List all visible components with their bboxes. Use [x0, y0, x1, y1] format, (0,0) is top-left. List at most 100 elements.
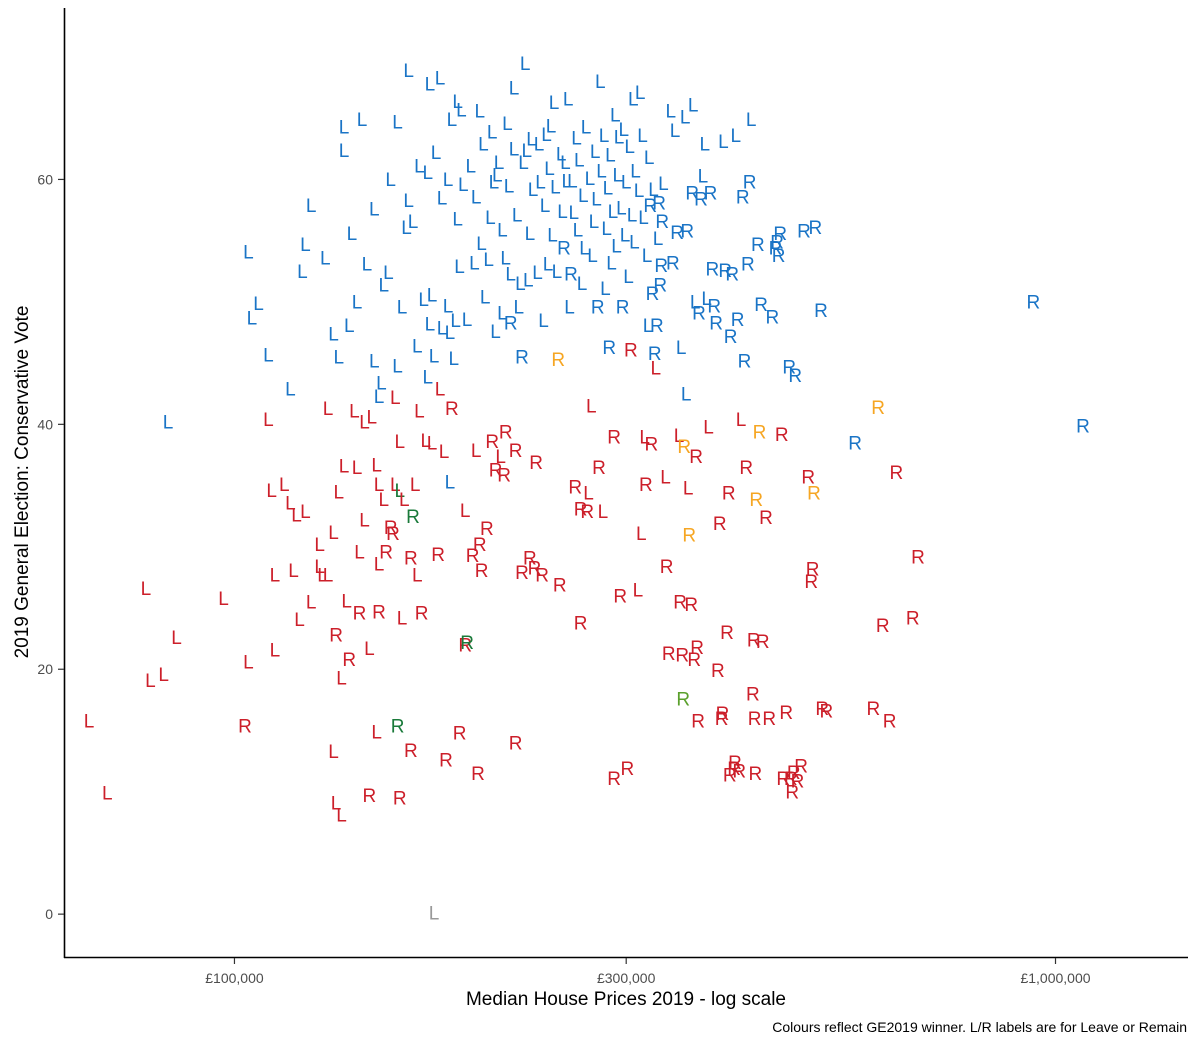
data-point: L: [478, 135, 489, 156]
data-point: L: [643, 316, 654, 337]
data-point: R: [404, 549, 418, 570]
data-point: L: [458, 175, 469, 196]
data-point: L: [323, 566, 334, 587]
data-point: L: [538, 311, 549, 332]
data-point: L: [528, 180, 539, 201]
data-point: R: [801, 468, 815, 489]
data-point: R: [607, 769, 621, 790]
data-point: L: [596, 162, 607, 183]
data-point: R: [613, 587, 627, 608]
data-point: R: [749, 764, 763, 785]
data-point: L: [660, 468, 671, 489]
data-point: L: [291, 506, 302, 527]
data-point: L: [703, 418, 714, 439]
data-point: L: [314, 557, 325, 578]
data-point: L: [429, 904, 440, 925]
data-point: L: [294, 610, 305, 631]
data-point: R: [670, 223, 684, 244]
data-point: R: [682, 525, 696, 546]
data-point: L: [681, 384, 692, 405]
data-point: L: [651, 359, 662, 380]
data-point: R: [624, 340, 638, 361]
data-point: L: [352, 293, 363, 314]
data-point: R: [911, 547, 925, 568]
data-point: L: [497, 304, 508, 325]
data-point: R: [684, 595, 698, 616]
x-tick-label: £1,000,000: [1020, 970, 1090, 986]
data-point: R: [499, 422, 513, 443]
data-point: R: [876, 616, 890, 637]
data-point: L: [495, 447, 506, 468]
data-point: L: [401, 218, 412, 239]
data-point: R: [890, 463, 904, 484]
data-point: L: [624, 137, 635, 158]
data-point: L: [336, 669, 347, 690]
data-point: L: [562, 171, 573, 192]
data-point: L: [658, 174, 669, 195]
data-point: L: [550, 178, 561, 199]
data-point: L: [628, 89, 639, 110]
y-tick-label: 0: [45, 906, 53, 922]
data-point: L: [541, 125, 552, 146]
data-point: R: [580, 502, 594, 523]
data-point: L: [634, 181, 645, 202]
data-point: R: [691, 711, 705, 732]
data-point: L: [317, 566, 328, 587]
data-point: L: [535, 173, 546, 194]
data-point: R: [485, 432, 499, 453]
data-point: L: [590, 142, 601, 163]
data-point: L: [514, 298, 525, 319]
data-point: L: [374, 387, 385, 408]
data-point: R: [466, 546, 480, 567]
data-point: L: [620, 225, 631, 246]
data-point: R: [724, 327, 738, 348]
data-point: L: [374, 555, 385, 576]
data-point: L: [431, 143, 442, 164]
data-point: L: [334, 348, 345, 369]
data-point: L: [314, 535, 325, 556]
data-point: R: [372, 602, 386, 623]
data-point: L: [591, 190, 602, 211]
data-point: L: [383, 263, 394, 284]
data-point: L: [629, 233, 640, 254]
data-point: R: [1027, 293, 1041, 314]
data-point: R: [804, 572, 818, 593]
data-point: R: [393, 789, 407, 810]
data-point: R: [787, 763, 801, 784]
data-point: L: [414, 402, 425, 423]
data-point: R: [677, 437, 691, 458]
data-point: L: [520, 54, 531, 75]
data-point: R: [489, 460, 503, 481]
data-point: L: [701, 289, 712, 310]
data-point: L: [392, 113, 403, 134]
data-point: L: [447, 110, 458, 131]
data-point: L: [445, 473, 456, 494]
data-point: L: [403, 61, 414, 82]
data-point: R: [689, 447, 703, 468]
data-point: R: [660, 557, 674, 578]
data-point: R: [458, 636, 472, 657]
data-point: L: [475, 102, 486, 123]
data-point: L: [285, 493, 296, 514]
data-point: R: [557, 239, 571, 260]
data-point: L: [642, 246, 653, 267]
data-point: R: [715, 709, 729, 730]
data-point: L: [403, 191, 414, 212]
data-point: L: [462, 310, 473, 331]
data-point: L: [349, 402, 360, 423]
data-point: L: [328, 324, 339, 345]
y-tick-label: 60: [37, 171, 53, 187]
data-point: R: [384, 518, 398, 539]
data-point: L: [437, 189, 448, 210]
data-point: L: [437, 318, 448, 339]
data-point: L: [336, 806, 347, 827]
data-point: R: [687, 650, 701, 671]
data-point: R: [820, 702, 834, 723]
data-point: L: [532, 263, 543, 284]
data-point: R: [736, 187, 750, 208]
data-point: L: [601, 219, 612, 240]
data-point: L: [371, 722, 382, 743]
data-point: L: [376, 373, 387, 394]
data-point: R: [762, 709, 776, 730]
data-point: R: [648, 344, 662, 365]
